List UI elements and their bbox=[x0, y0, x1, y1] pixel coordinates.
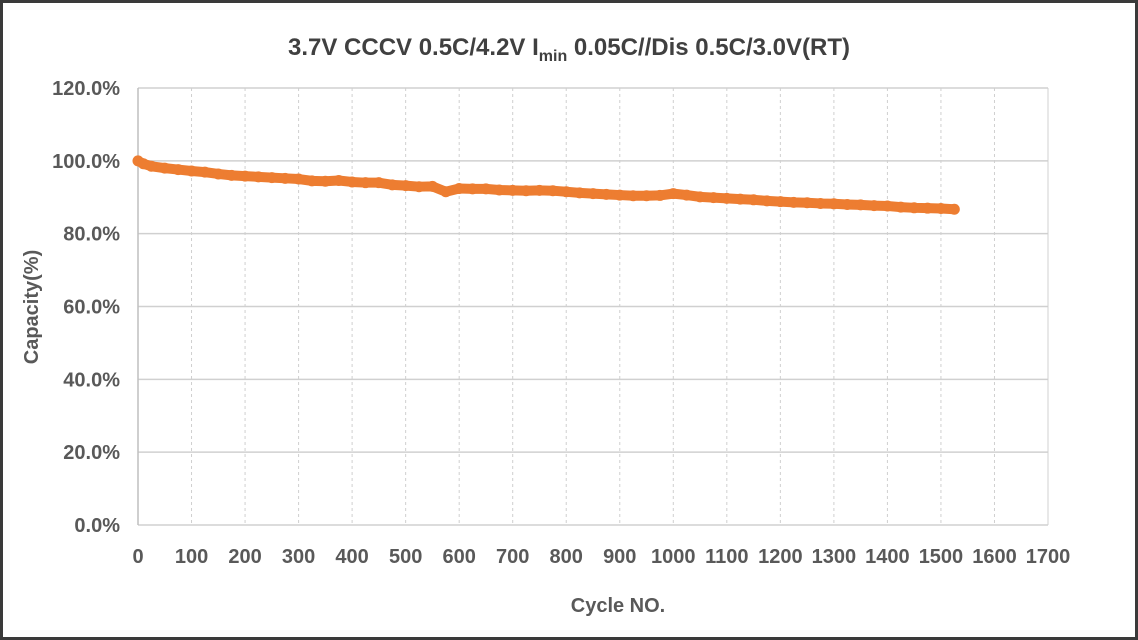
data-point bbox=[360, 177, 371, 189]
x-tick-label: 600 bbox=[442, 546, 475, 568]
data-point bbox=[480, 183, 492, 195]
data-point bbox=[453, 183, 465, 195]
x-tick-label: 300 bbox=[282, 546, 315, 568]
data-point bbox=[734, 193, 746, 205]
x-tick-label: 1500 bbox=[919, 546, 964, 568]
data-point bbox=[667, 188, 679, 200]
data-point bbox=[600, 188, 612, 200]
x-tick-label: 400 bbox=[335, 546, 368, 568]
data-point bbox=[587, 188, 599, 200]
data-point bbox=[319, 175, 331, 187]
x-tick-label: 1600 bbox=[972, 546, 1017, 568]
y-axis-label: Capacity(%) bbox=[21, 250, 43, 364]
data-point bbox=[801, 197, 813, 209]
y-tick-label: 100.0% bbox=[52, 151, 120, 173]
chart-title: 3.7V CCCV 0.5C/4.2V Imin 0.05C//Dis 0.5C… bbox=[0, 34, 1138, 66]
x-tick-label: 700 bbox=[496, 546, 529, 568]
data-point bbox=[212, 168, 224, 180]
data-point bbox=[574, 187, 586, 199]
data-point bbox=[774, 196, 786, 208]
data-point bbox=[922, 202, 934, 214]
title-rest: 0.05C//Dis 0.5C/3.0V(RT) bbox=[567, 34, 850, 61]
title-main: 3.7V CCCV 0.5C/4.2V I bbox=[287, 34, 539, 61]
y-tick-label: 120.0% bbox=[52, 78, 120, 100]
data-point bbox=[199, 166, 211, 178]
x-tick-label: 1100 bbox=[705, 546, 748, 568]
data-point bbox=[493, 184, 505, 196]
data-point bbox=[721, 192, 733, 204]
data-point bbox=[748, 194, 760, 206]
data-point bbox=[239, 170, 251, 182]
y-tick-label: 80.0% bbox=[63, 224, 120, 246]
data-point bbox=[333, 174, 345, 186]
data-point bbox=[467, 183, 479, 195]
data-point bbox=[627, 190, 639, 202]
data-point bbox=[641, 190, 653, 202]
data-point bbox=[547, 185, 559, 197]
data-point bbox=[881, 200, 893, 212]
x-tick-label: 800 bbox=[550, 546, 583, 568]
data-point bbox=[935, 203, 947, 215]
data-point bbox=[386, 179, 398, 191]
data-point bbox=[908, 202, 920, 214]
x-tick-label: 900 bbox=[603, 546, 636, 568]
data-point bbox=[145, 160, 157, 172]
y-tick-label: 20.0% bbox=[63, 442, 120, 464]
x-tick-label: 0 bbox=[132, 546, 143, 568]
data-point bbox=[614, 189, 626, 201]
data-point bbox=[707, 192, 719, 204]
data-point bbox=[426, 180, 438, 192]
data-point bbox=[855, 199, 867, 211]
data-point bbox=[413, 181, 425, 193]
data-point bbox=[400, 180, 412, 192]
data-series bbox=[132, 155, 960, 215]
data-point bbox=[293, 173, 305, 185]
data-point bbox=[788, 196, 800, 208]
data-point bbox=[681, 189, 693, 201]
data-point bbox=[520, 185, 532, 197]
data-point bbox=[346, 176, 358, 188]
data-point bbox=[694, 191, 706, 203]
y-tick-label: 0.0% bbox=[74, 515, 120, 537]
x-tick-label: 1700 bbox=[1026, 546, 1071, 568]
data-point bbox=[895, 201, 907, 213]
data-point bbox=[186, 165, 198, 177]
tick-labels: 0 100 200 300 400 500 600 700 800 900 1000 1100 1200… bbox=[52, 78, 1070, 568]
data-point bbox=[948, 203, 960, 215]
x-tick-label: 1400 bbox=[865, 546, 910, 568]
x-tick-label: 500 bbox=[389, 546, 422, 568]
grid bbox=[137, 87, 1049, 526]
y-tick-label: 40.0% bbox=[63, 369, 120, 391]
data-point bbox=[841, 199, 853, 211]
data-point bbox=[266, 172, 278, 184]
x-axis-label: Cycle NO. bbox=[571, 595, 665, 617]
y-tick-label: 60.0% bbox=[63, 297, 120, 319]
data-point bbox=[868, 200, 880, 212]
data-point bbox=[440, 186, 452, 198]
data-point bbox=[828, 198, 840, 210]
x-tick-label: 1000 bbox=[651, 546, 696, 568]
data-point bbox=[507, 184, 519, 196]
data-point bbox=[761, 195, 773, 207]
x-tick-label: 1200 bbox=[758, 546, 803, 568]
data-point bbox=[159, 162, 171, 174]
x-tick-label: 1300 bbox=[812, 546, 857, 568]
data-point bbox=[172, 164, 184, 176]
data-point bbox=[373, 177, 385, 189]
data-point bbox=[533, 184, 545, 196]
data-point bbox=[306, 175, 318, 187]
data-point bbox=[815, 197, 826, 209]
title-subscript: min bbox=[538, 47, 568, 65]
data-point bbox=[654, 189, 666, 201]
data-point bbox=[279, 172, 291, 184]
data-point bbox=[226, 169, 238, 181]
data-point bbox=[560, 186, 572, 198]
x-tick-label: 100 bbox=[175, 546, 208, 568]
data-point bbox=[252, 171, 264, 183]
x-tick-label: 200 bbox=[228, 546, 261, 568]
